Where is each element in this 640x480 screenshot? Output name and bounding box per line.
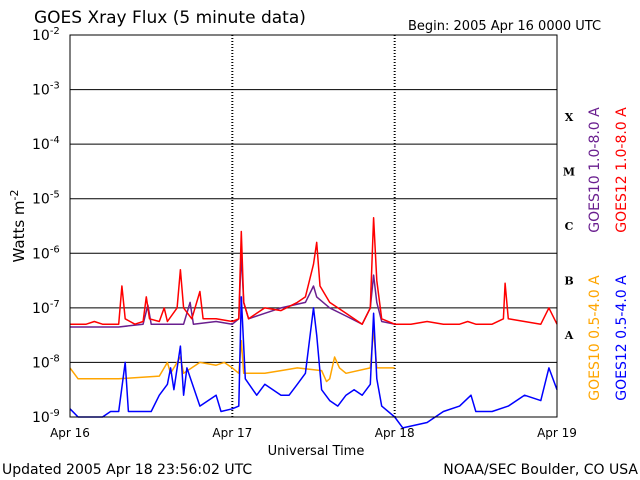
series-lines [69,217,558,429]
legend: GOES10 0.5-4.0 A GOES10 1.0-8.0 A GOES12 0… [587,107,630,401]
legend-entry: GOES10 1.0-8.0 A [587,107,603,233]
y-tick-label: 10-8 [32,353,60,371]
series-line [69,296,558,429]
y-tick-labels: 10-2 10-3 10-4 10-5 10-6 10-7 10-8 10-9 [32,26,60,426]
series-line [69,328,395,383]
flare-class-label: C [565,220,574,233]
y-tick-label: 10-2 [32,26,60,44]
flare-class-labels: X M C B A [563,111,575,342]
updated-label: Updated 2005 Apr 18 23:56:02 UTC [2,462,252,478]
flare-class-label: B [564,275,573,288]
y-tick-label: 10-9 [32,408,60,426]
y-tick-label: 10-4 [32,135,60,153]
plot-frame [69,34,558,418]
flare-class-label: X [565,111,574,124]
x-tick-label: Apr 19 [537,426,577,440]
chart-title: GOES Xray Flux (5 minute data) [34,8,306,28]
x-tick-label: Apr 18 [375,426,415,440]
y-axis-label: Watts m-2 [8,190,28,263]
series-line [70,217,558,325]
x-tick-label: Apr 17 [212,426,252,440]
credit-label: NOAA/SEC Boulder, CO USA [443,462,638,478]
flare-class-label: M [563,165,575,178]
legend-entry: GOES12 0.5-4.0 A [614,275,630,401]
y-tick-label: 10-3 [32,81,60,99]
begin-label: Begin: 2005 Apr 16 0000 UTC [408,19,601,34]
legend-entry: GOES10 0.5-4.0 A [587,275,603,401]
x-tick-labels: Apr 16 Apr 17 Apr 18 Apr 19 [50,426,577,440]
y-tick-label: 10-6 [32,244,60,262]
x-tick-label: Apr 16 [50,426,90,440]
y-tick-label: 10-5 [32,190,60,208]
flare-class-label: A [564,329,574,342]
x-axis-label: Universal Time [268,444,365,459]
y-tick-label: 10-7 [32,299,60,317]
grid-lines [70,34,557,418]
legend-entry: GOES12 1.0-8.0 A [614,107,630,233]
